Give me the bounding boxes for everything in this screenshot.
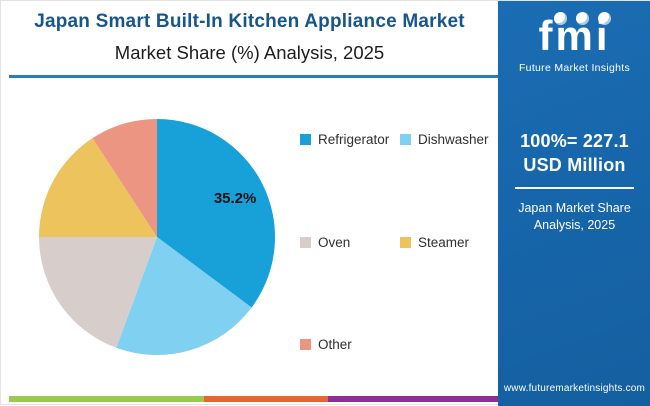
fmi-wordmark: fmi [538, 12, 611, 59]
legend-swatch-dishwasher [400, 133, 411, 145]
fmi-logo: fmi Future Market Insights [498, 1, 650, 85]
pie-slice-oven [39, 237, 157, 348]
legend-swatch-other [300, 338, 311, 350]
pie-slice-other [92, 119, 157, 237]
market-size-line1: 100%= 227.1 [520, 131, 629, 151]
page-subtitle: Market Share (%) Analysis, 2025 [114, 42, 385, 63]
strip-segment-orange [204, 396, 328, 402]
globe-icon [598, 12, 611, 25]
legend-swatch-oven [300, 236, 311, 248]
pie-slice-refrigerator [157, 119, 275, 308]
fmi-logo-caption: Future Market Insights [518, 62, 631, 74]
sidebar-divider [515, 187, 634, 189]
page-title: Japan Smart Built-In Kitchen Appliance M… [34, 11, 465, 32]
legend-label-oven: Oven [318, 234, 351, 250]
strip-segment-purple [328, 396, 498, 402]
pie-slice-dishwasher [116, 237, 252, 355]
legend-item-steamer: Steamer [400, 234, 470, 250]
legend-swatch-steamer [400, 236, 411, 248]
title-underline [9, 75, 498, 78]
legend-label-other: Other [318, 336, 352, 352]
legend-label-steamer: Steamer [418, 234, 470, 250]
market-share-caption-line1: Japan Market Share [518, 201, 631, 215]
pie-slice-label: 35.2% [214, 190, 257, 207]
globe-icon [576, 12, 589, 25]
market-size-value: 100%= 227.1 USD Million [498, 129, 650, 177]
website-link: www.futuremarketinsights.com [503, 383, 646, 394]
legend-item-dishwasher: Dishwasher [400, 131, 489, 147]
header: Japan Smart Built-In Kitchen Appliance M… [1, 1, 498, 64]
sidebar: fmi Future Market Insights 100%= 227.1 U… [498, 1, 650, 406]
market-size-line2: USD Million [523, 155, 626, 175]
legend-item-refrigerator: Refrigerator [300, 131, 390, 147]
legend-label-dishwasher: Dishwasher [418, 131, 489, 147]
pie-slice-steamer [39, 138, 157, 237]
legend-item-other: Other [300, 336, 352, 352]
legend-label-refrigerator: Refrigerator [318, 131, 390, 147]
legend-swatch-refrigerator [300, 133, 311, 145]
footer-strip [9, 396, 498, 402]
globe-icon [554, 12, 567, 25]
strip-segment-green [9, 396, 204, 402]
market-share-caption: Japan Market Share Analysis, 2025 [498, 200, 650, 234]
pie-chart: 35.2% [39, 119, 275, 355]
market-share-caption-line2: Analysis, 2025 [533, 218, 616, 232]
legend-item-oven: Oven [300, 234, 351, 250]
